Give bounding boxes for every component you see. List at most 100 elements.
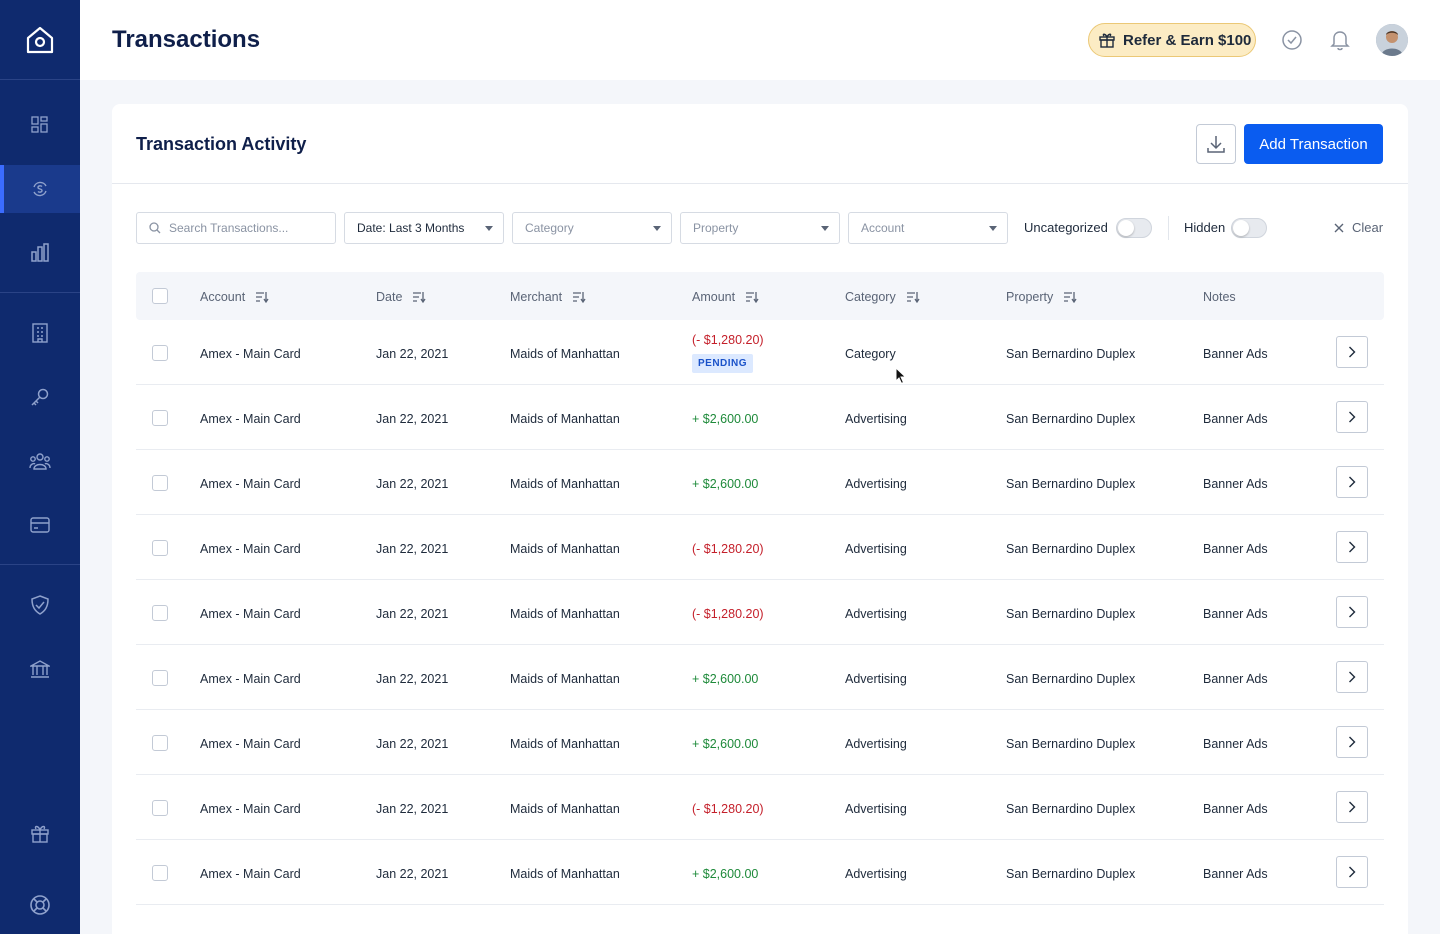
row-checkbox[interactable]: [152, 410, 168, 426]
column-header-category[interactable]: Category: [845, 290, 920, 304]
table-row[interactable]: Amex - Main Card Jan 22, 2021 Maids of Man…: [136, 710, 1384, 775]
notifications-button[interactable]: [1328, 28, 1352, 52]
refer-earn-label: Refer & Earn $100: [1123, 31, 1252, 49]
download-button[interactable]: [1196, 124, 1236, 164]
search-input[interactable]: Search Transactions...: [136, 212, 336, 244]
clear-filters-button[interactable]: Clear: [1334, 220, 1383, 235]
sidebar-item-banking[interactable]: [0, 645, 80, 693]
row-details-button[interactable]: [1336, 791, 1368, 823]
row-details-button[interactable]: [1336, 661, 1368, 693]
row-details-button[interactable]: [1336, 531, 1368, 563]
cell-category[interactable]: Advertising: [845, 802, 907, 816]
sidebar-item-keys[interactable]: [0, 373, 80, 421]
column-header-date[interactable]: Date: [376, 290, 426, 304]
table-row[interactable]: Amex - Main Card Jan 22, 2021 Maids of Man…: [136, 320, 1384, 385]
table-row[interactable]: Amex - Main Card Jan 22, 2021 Maids of Man…: [136, 840, 1384, 905]
cell-category[interactable]: Advertising: [845, 607, 907, 621]
sidebar-item-reports[interactable]: [0, 229, 80, 277]
add-transaction-button[interactable]: Add Transaction: [1244, 124, 1383, 164]
tasks-button[interactable]: [1280, 28, 1304, 52]
row-checkbox[interactable]: [152, 735, 168, 751]
cell-notes: Banner Ads: [1203, 347, 1268, 361]
row-details-button[interactable]: [1336, 726, 1368, 758]
table-row[interactable]: Amex - Main Card Jan 22, 2021 Maids of Man…: [136, 515, 1384, 580]
date-filter-select[interactable]: Date: Last 3 Months: [344, 212, 504, 244]
cell-category[interactable]: Advertising: [845, 542, 907, 556]
column-header-property[interactable]: Property: [1006, 290, 1077, 304]
cell-notes: Banner Ads: [1203, 607, 1268, 621]
mouse-cursor-icon: [895, 367, 907, 385]
bell-icon: [1330, 31, 1350, 51]
sidebar-item-support[interactable]: [0, 881, 80, 929]
hidden-toggle[interactable]: [1231, 218, 1267, 238]
row-details-button[interactable]: [1336, 401, 1368, 433]
row-checkbox[interactable]: [152, 800, 168, 816]
key-icon: [31, 388, 49, 406]
property-filter-select[interactable]: Property: [680, 212, 840, 244]
cell-notes: Banner Ads: [1203, 672, 1268, 686]
cell-date: Jan 22, 2021: [376, 802, 449, 816]
sidebar-item-tenants[interactable]: [0, 437, 80, 485]
cell-account: Amex - Main Card: [200, 542, 301, 556]
cell-merchant: Maids of Manhattan: [510, 542, 620, 556]
account-filter-placeholder: Account: [861, 221, 905, 235]
cell-account: Amex - Main Card: [200, 607, 301, 621]
column-label: Merchant: [510, 290, 563, 304]
sidebar-divider: [0, 564, 80, 565]
cell-date: Jan 22, 2021: [376, 607, 449, 621]
select-all-checkbox[interactable]: [152, 288, 168, 304]
sidebar-item-properties[interactable]: [0, 309, 80, 357]
row-checkbox[interactable]: [152, 865, 168, 881]
row-details-button[interactable]: [1336, 856, 1368, 888]
caret-down-icon: [989, 226, 997, 231]
account-filter-select[interactable]: Account: [848, 212, 1008, 244]
cell-amount: (- $1,280.20): [692, 802, 764, 816]
cell-category[interactable]: Advertising: [845, 672, 907, 686]
column-label: Date: [376, 290, 403, 304]
chevron-right-icon: [1349, 801, 1356, 813]
sidebar: [0, 0, 80, 934]
column-header-amount[interactable]: Amount: [692, 290, 759, 304]
home-logo[interactable]: [0, 0, 80, 80]
cell-amount: + $2,600.00: [692, 672, 759, 686]
column-header-account[interactable]: Account: [200, 290, 269, 304]
cell-category[interactable]: Advertising: [845, 867, 907, 881]
row-checkbox[interactable]: [152, 345, 168, 361]
cell-category[interactable]: Advertising: [845, 412, 907, 426]
cell-amount: + $2,600.00: [692, 477, 759, 491]
row-checkbox[interactable]: [152, 475, 168, 491]
table-row[interactable]: Amex - Main Card Jan 22, 2021 Maids of Man…: [136, 450, 1384, 515]
gift-icon: [31, 825, 49, 843]
sidebar-item-insurance[interactable]: [0, 581, 80, 629]
sidebar-item-payments[interactable]: [0, 501, 80, 549]
column-header-merchant[interactable]: Merchant: [510, 290, 586, 304]
row-checkbox[interactable]: [152, 605, 168, 621]
refer-earn-button[interactable]: Refer & Earn $100: [1088, 23, 1256, 57]
sort-icon: [906, 292, 920, 303]
table-row[interactable]: Amex - Main Card Jan 22, 2021 Maids of Man…: [136, 645, 1384, 710]
cell-notes: Banner Ads: [1203, 477, 1268, 491]
sidebar-item-transactions[interactable]: [0, 165, 80, 213]
table-row[interactable]: Amex - Main Card Jan 22, 2021 Maids of Man…: [136, 385, 1384, 450]
cell-category[interactable]: Category: [845, 347, 896, 361]
row-details-button[interactable]: [1336, 336, 1368, 368]
sidebar-item-rewards[interactable]: [0, 809, 80, 857]
transaction-activity-card: Transaction Activity Add Transaction Sea…: [112, 104, 1408, 934]
cell-account: Amex - Main Card: [200, 477, 301, 491]
filter-divider: [1168, 216, 1169, 240]
cell-category[interactable]: Advertising: [845, 737, 907, 751]
cell-notes: Banner Ads: [1203, 737, 1268, 751]
table-row[interactable]: Amex - Main Card Jan 22, 2021 Maids of Man…: [136, 775, 1384, 840]
cell-property: San Bernardino Duplex: [1006, 412, 1136, 426]
row-details-button[interactable]: [1336, 596, 1368, 628]
category-filter-select[interactable]: Category: [512, 212, 672, 244]
user-avatar[interactable]: [1376, 24, 1408, 56]
cell-notes: Banner Ads: [1203, 542, 1268, 556]
row-checkbox[interactable]: [152, 670, 168, 686]
table-row[interactable]: Amex - Main Card Jan 22, 2021 Maids of Man…: [136, 580, 1384, 645]
uncategorized-toggle[interactable]: [1116, 218, 1152, 238]
sidebar-item-dashboard[interactable]: [0, 101, 80, 149]
cell-category[interactable]: Advertising: [845, 477, 907, 491]
row-checkbox[interactable]: [152, 540, 168, 556]
row-details-button[interactable]: [1336, 466, 1368, 498]
